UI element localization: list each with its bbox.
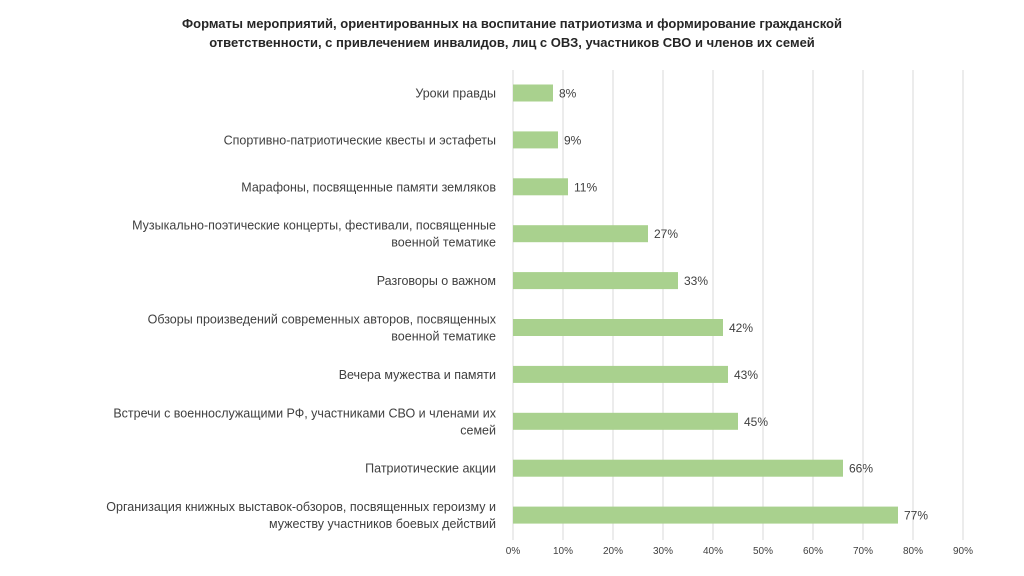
category-label: Патриотические акции [365,462,496,476]
x-tick-label: 80% [903,546,923,557]
category-label: семей [460,423,496,437]
data-label: 9% [564,133,582,147]
bar [513,225,648,243]
category-label: Обзоры произведений современных авторов,… [148,313,497,327]
x-tick-label: 20% [603,546,623,557]
category-label: Музыкально-поэтические концерты, фестива… [132,219,496,233]
category-label: Встречи с военнослужащими РФ, участникам… [113,406,496,420]
x-tick-label: 70% [853,546,873,557]
category-label: Марафоны, посвященные памяти земляков [241,180,496,194]
category-label: Спортивно-патриотические квесты и эстафе… [224,133,496,147]
category-label: Организация книжных выставок-обзоров, по… [106,500,496,514]
bar [513,412,738,430]
bar [513,131,558,149]
data-label: 33% [684,274,708,288]
category-label: Разговоры о важном [377,274,496,288]
bar [513,459,843,477]
bar [513,319,723,336]
category-label: Уроки правды [415,87,496,101]
data-label: 42% [729,321,753,335]
data-label: 43% [734,368,758,382]
x-axis-ticks: 0% 10% 20% 30% 40% 50% 60% 70% 80% 90% [506,546,973,557]
category-labels: Уроки правды Спортивно-патриотические кве… [106,87,496,532]
bars [513,84,898,524]
category-label: Вечера мужества и памяти [339,368,496,382]
data-label: 27% [654,227,678,241]
data-label: 77% [904,509,928,523]
bar [513,178,568,196]
bar [513,272,678,290]
x-tick-label: 40% [703,546,723,557]
data-labels: 8% 9% 11% 27% 33% 42% 43% 45% 66% 77% [559,87,928,523]
data-label: 8% [559,87,577,101]
x-tick-label: 60% [803,546,823,557]
category-label: военной тематике [391,236,496,250]
bar [513,506,898,524]
bar [513,365,728,383]
data-label: 11% [574,180,597,194]
x-tick-label: 90% [953,546,973,557]
data-label: 45% [744,415,768,429]
chart-title-line-1: Форматы мероприятий, ориентированных на … [182,16,842,31]
bar [513,84,553,102]
x-tick-label: 10% [553,546,573,557]
category-label: мужеству участников боевых действий [269,517,496,531]
chart-title: Форматы мероприятий, ориентированных на … [0,14,1024,52]
data-label: 66% [849,462,873,476]
chart-title-line-2: ответственности, с привлечением инвалидо… [209,35,815,50]
x-tick-label: 50% [753,546,773,557]
x-tick-label: 30% [653,546,673,557]
category-label: военной тематике [391,330,496,344]
x-tick-label: 0% [506,546,521,557]
